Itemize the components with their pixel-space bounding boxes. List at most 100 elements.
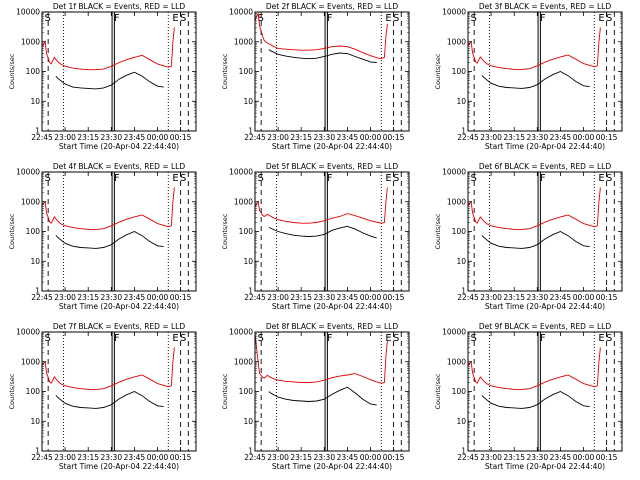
x-tick-label: 00:15 (596, 133, 618, 142)
x-tick-label: 23:00 (267, 453, 289, 462)
phase-marker-label: S (180, 173, 186, 184)
x-tick-label: 22:45 (244, 133, 266, 142)
y-tick-label: 1 (35, 447, 40, 456)
lld-series-line (41, 187, 175, 230)
y-tick-label: 1 (461, 287, 466, 296)
x-tick-label: 23:00 (480, 453, 502, 462)
x-tick-label: 23:30 (526, 293, 548, 302)
x-tick-label: 23:45 (124, 133, 146, 142)
y-tick-label: 10 (243, 257, 253, 266)
y-tick-label: 1000 (234, 197, 253, 206)
phase-marker-label: E (172, 333, 178, 344)
y-tick-label: 10000 (229, 328, 253, 337)
y-tick-label: 1 (248, 447, 253, 456)
y-tick-label: 10000 (442, 328, 466, 337)
y-tick-label: 100 (239, 67, 254, 76)
phase-marker-label: S (471, 333, 477, 344)
phase-marker-label: F (540, 173, 546, 184)
events-series-line (268, 225, 377, 239)
phase-marker-label: E (385, 333, 391, 344)
x-tick-label: 00:00 (573, 133, 595, 142)
phase-marker-label: S (45, 333, 51, 344)
y-tick-label: 1000 (21, 197, 40, 206)
panel-title: Det 1f BLACK = Events, RED = LLD (53, 2, 186, 11)
y-tick-label: 1000 (234, 37, 253, 46)
x-tick-label: 23:15 (503, 453, 525, 462)
x-tick-label: 23:30 (526, 133, 548, 142)
phase-marker-label: F (327, 173, 333, 184)
phase-marker-label: E (385, 13, 391, 24)
phase-marker-label: F (114, 333, 120, 344)
x-tick-label: 22:45 (31, 133, 53, 142)
phase-marker-label: S (258, 13, 264, 24)
y-axis-label: Counts/sec (434, 213, 442, 249)
events-series-line (481, 231, 590, 249)
plot-frame (467, 171, 623, 292)
plot-frame (41, 331, 197, 452)
x-tick-label: 00:00 (147, 453, 169, 462)
phase-marker-label: E (598, 13, 604, 24)
y-axis-label: Counts/sec (434, 53, 442, 89)
phase-marker-label: S (393, 13, 399, 24)
x-tick-label: 00:15 (596, 453, 618, 462)
x-axis-label: Start Time (20-Apr-04 22:44:40) (59, 462, 179, 471)
y-tick-label: 10 (456, 257, 466, 266)
x-tick-label: 23:30 (100, 293, 122, 302)
x-tick-label: 23:00 (480, 293, 502, 302)
x-tick-label: 23:15 (290, 453, 312, 462)
y-tick-label: 10 (456, 97, 466, 106)
y-tick-label: 1 (35, 127, 40, 136)
events-series-line (481, 71, 590, 89)
x-tick-label: 23:00 (267, 133, 289, 142)
x-tick-label: 23:30 (526, 453, 548, 462)
x-tick-label: 23:45 (337, 293, 359, 302)
lld-series-line (41, 27, 175, 71)
x-tick-label: 00:00 (147, 293, 169, 302)
phase-marker-label: E (172, 173, 178, 184)
phase-marker-label: S (45, 173, 51, 184)
y-tick-label: 10 (30, 257, 40, 266)
y-tick-label: 10000 (229, 168, 253, 177)
x-tick-label: 23:00 (480, 133, 502, 142)
phase-marker-label: S (606, 173, 612, 184)
lld-series-line (41, 347, 175, 390)
phase-marker-label: F (327, 333, 333, 344)
y-tick-label: 100 (26, 227, 41, 236)
panel-title: Det 6f BLACK = Events, RED = LLD (479, 162, 612, 171)
x-tick-label: 23:15 (290, 133, 312, 142)
x-tick-label: 23:30 (100, 133, 122, 142)
panel-title: Det 9f BLACK = Events, RED = LLD (479, 322, 612, 331)
events-series-line (268, 49, 377, 63)
x-tick-label: 23:30 (100, 453, 122, 462)
y-tick-label: 1000 (447, 37, 466, 46)
x-tick-label: 00:00 (360, 133, 382, 142)
x-tick-label: 23:15 (77, 133, 99, 142)
y-tick-label: 10000 (229, 8, 253, 17)
y-tick-label: 1 (248, 287, 253, 296)
events-series-line (55, 231, 164, 249)
x-tick-label: 23:45 (550, 453, 572, 462)
y-axis-label: Counts/sec (8, 213, 16, 249)
y-tick-label: 1 (461, 447, 466, 456)
phase-marker-label: E (598, 173, 604, 184)
x-tick-label: 23:45 (550, 133, 572, 142)
y-tick-label: 1000 (447, 357, 466, 366)
x-axis-label: Start Time (20-Apr-04 22:44:40) (485, 302, 605, 311)
x-axis-label: Start Time (20-Apr-04 22:44:40) (272, 462, 392, 471)
lld-series-line (467, 27, 601, 70)
x-tick-label: 22:45 (244, 293, 266, 302)
panel-title: Det 2f BLACK = Events, RED = LLD (266, 2, 399, 11)
phase-marker-label: S (471, 173, 477, 184)
x-axis-label: Start Time (20-Apr-04 22:44:40) (485, 142, 605, 151)
x-tick-label: 00:15 (170, 293, 192, 302)
phase-marker-label: F (327, 13, 333, 24)
x-tick-label: 23:45 (337, 133, 359, 142)
y-tick-label: 1 (461, 127, 466, 136)
x-tick-label: 22:45 (457, 453, 479, 462)
panel-title: Det 8f BLACK = Events, RED = LLD (266, 322, 399, 331)
